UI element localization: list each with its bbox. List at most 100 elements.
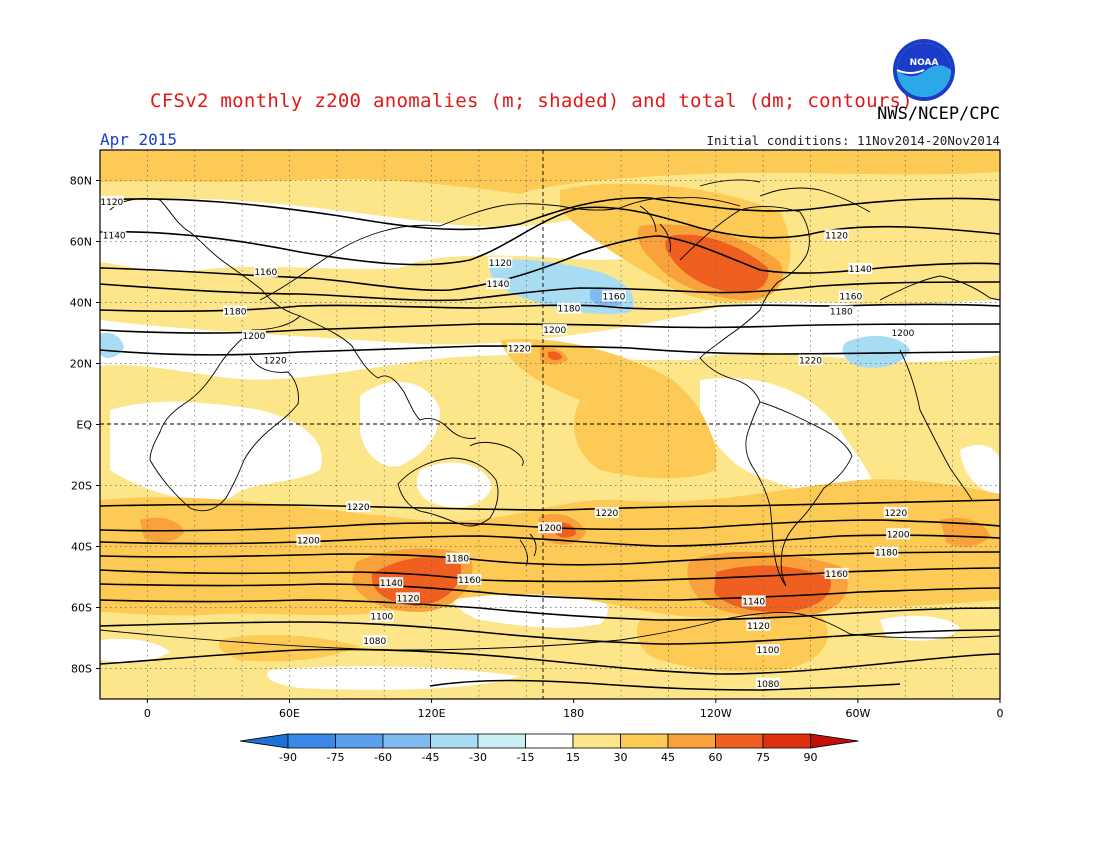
lon-label: 180	[563, 707, 584, 720]
contour-label: 1200	[538, 522, 562, 534]
contour-label: 1100	[755, 644, 780, 656]
svg-text:1120: 1120	[489, 259, 512, 269]
contour-label: 1120	[746, 619, 771, 632]
colorbar-label: 30	[614, 751, 628, 764]
contour-label: 1200	[886, 528, 911, 540]
contour-label: 1120	[488, 256, 513, 269]
contour-label: 1160	[824, 567, 849, 580]
contour-label: 1160	[457, 574, 482, 586]
colorbar-swatch-low	[239, 733, 289, 749]
contour-label: 1100	[369, 610, 394, 623]
colorbar-swatch	[382, 733, 431, 749]
contour-label: 1180	[445, 552, 470, 565]
lon-label: 60W	[845, 707, 870, 720]
forecast-month: Apr 2015	[100, 130, 178, 149]
svg-text:1200: 1200	[242, 332, 265, 342]
svg-text:1160: 1160	[839, 292, 862, 302]
coastlines	[100, 179, 1000, 651]
lat-label: EQ	[76, 419, 92, 432]
svg-text:1160: 1160	[254, 268, 277, 278]
contour-label: 1120	[100, 195, 124, 208]
contour-label: 1220	[594, 506, 619, 519]
colorbar-swatch	[715, 733, 764, 749]
lat-label: 60S	[71, 602, 92, 615]
svg-text:1200: 1200	[891, 329, 914, 339]
colorbar-swatch	[287, 733, 336, 749]
contour-label: 1200	[890, 327, 915, 339]
contour-label: 1180	[556, 302, 581, 315]
colorbar-label: 15	[566, 751, 580, 764]
contour-label: 1180	[829, 305, 854, 318]
svg-text:1080: 1080	[363, 637, 386, 647]
colorbar-swatch	[572, 733, 621, 749]
svg-text:1180: 1180	[557, 305, 580, 315]
svg-text:NOAA: NOAA	[910, 58, 939, 68]
axis-labels: 80N 60N 40N 20N EQ 20S 40S 60S 80S 0 60E 120E 180 120…	[70, 175, 1004, 721]
svg-text:1220: 1220	[595, 509, 618, 519]
colorbar-swatch	[667, 733, 716, 749]
lat-label: 40S	[71, 541, 92, 554]
lat-label: 40N	[70, 297, 92, 310]
lon-label: 0	[997, 707, 1004, 720]
colorbar-swatch	[525, 733, 574, 749]
colorbar-label: -75	[327, 751, 345, 764]
contour-label: 1220	[263, 354, 288, 366]
svg-text:1120: 1120	[825, 231, 848, 241]
svg-text:1220: 1220	[264, 356, 287, 366]
lat-label: 60N	[70, 236, 92, 249]
svg-text:1120: 1120	[396, 594, 419, 604]
colorbar-label: -90	[279, 751, 297, 764]
contour-label: 1220	[798, 354, 823, 366]
lat-label: 20N	[70, 358, 92, 371]
contour-label: 1140	[485, 278, 510, 290]
colorbar-label: -45	[422, 751, 440, 764]
contour-label: 1140	[379, 577, 404, 589]
svg-text:1220: 1220	[347, 503, 370, 513]
svg-text:1100: 1100	[756, 646, 779, 656]
colorbar-label: 75	[756, 751, 770, 764]
svg-text:1160: 1160	[602, 292, 625, 302]
contour-label: 1200	[542, 323, 567, 336]
colorbar-label: 60	[709, 751, 723, 764]
contour-label: 1120	[395, 592, 420, 604]
svg-text:1220: 1220	[508, 344, 531, 354]
contour-label: 1140	[102, 229, 127, 241]
colorbar-swatch	[762, 733, 811, 749]
chart-title: CFSv2 monthly z200 anomalies (m; shaded)…	[150, 90, 914, 112]
colorbar-label: 90	[804, 751, 818, 764]
colorbar-swatch	[335, 733, 384, 749]
contour-label: 1160	[253, 266, 278, 278]
noaa-logo: NOAA	[893, 39, 955, 101]
svg-text:1140: 1140	[380, 579, 403, 589]
lon-label: 0	[144, 707, 151, 720]
colorbar-swatch	[477, 733, 526, 749]
colorbar-swatch-high	[810, 733, 859, 749]
contour-label: 1220	[883, 506, 908, 519]
svg-text:1180: 1180	[446, 555, 469, 565]
svg-text:1200: 1200	[543, 326, 566, 336]
svg-text:1220: 1220	[799, 356, 822, 366]
svg-text:1140: 1140	[486, 280, 509, 290]
svg-text:1200: 1200	[887, 530, 910, 540]
svg-text:1200: 1200	[539, 524, 562, 534]
contour-label: 1200	[241, 330, 266, 342]
contour-label: 1140	[741, 595, 766, 607]
svg-text:1220: 1220	[884, 509, 907, 519]
svg-text:1180: 1180	[875, 549, 898, 559]
contour-label: 1220	[507, 342, 532, 354]
contour-label: 1200	[296, 534, 321, 546]
svg-text:1100: 1100	[370, 613, 393, 623]
svg-text:1160: 1160	[458, 576, 481, 586]
svg-text:1140: 1140	[742, 597, 765, 607]
contour-label: 1160	[601, 290, 626, 302]
svg-text:1080: 1080	[756, 680, 779, 690]
contour-label: 1080	[362, 635, 387, 647]
contour-label: 1180	[874, 546, 899, 559]
lon-label: 120E	[418, 707, 446, 720]
lat-label: 20S	[71, 480, 92, 493]
lat-label: 80N	[70, 175, 92, 188]
lon-label: 120W	[700, 707, 732, 720]
svg-text:1120: 1120	[747, 622, 770, 632]
